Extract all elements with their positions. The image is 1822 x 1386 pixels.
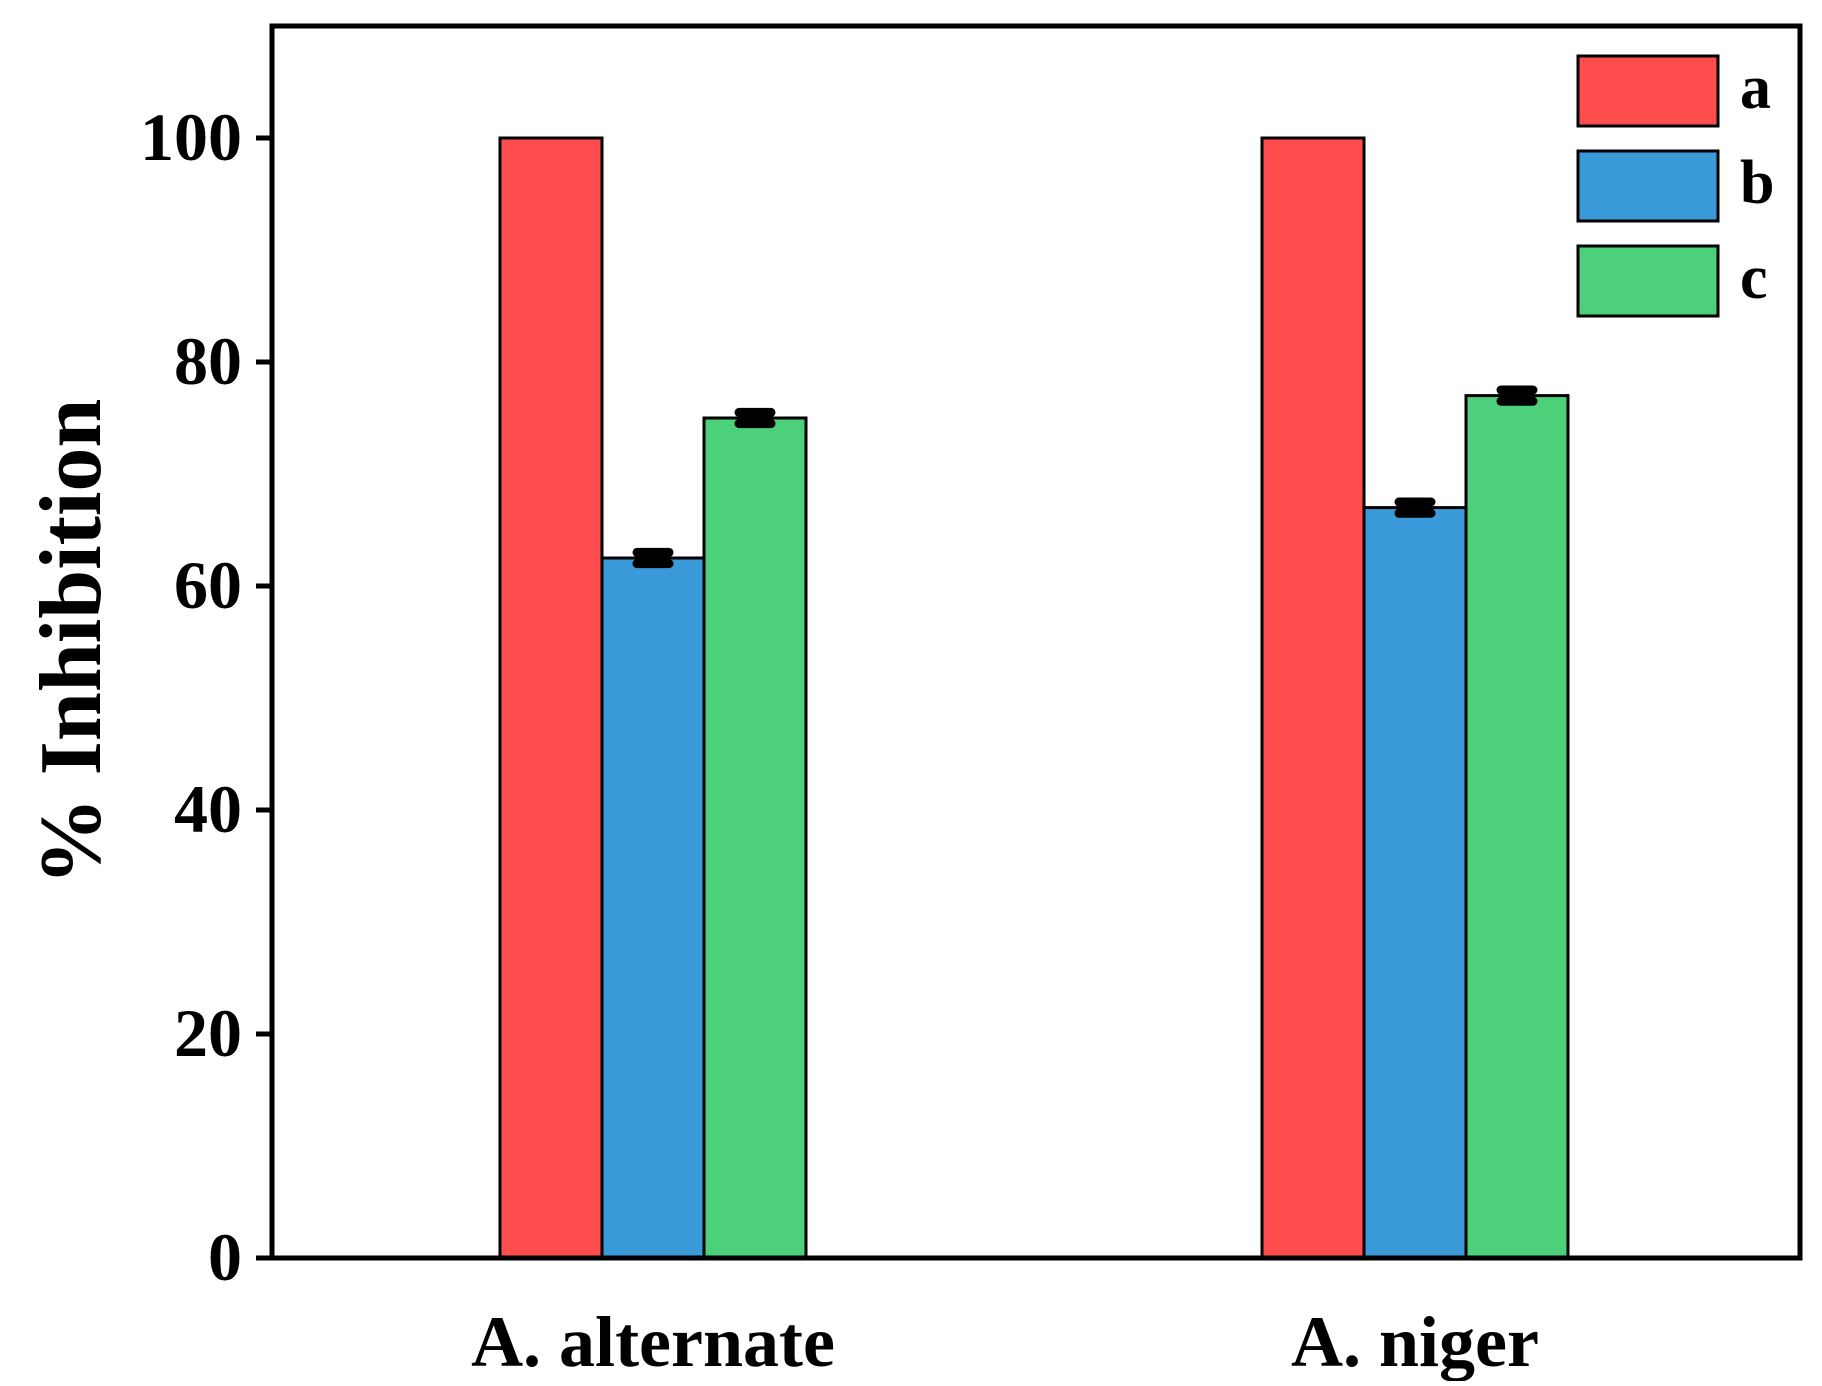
x-tick-label-1: A. alternate [471,1302,835,1381]
y-tick-label-80: 80 [174,323,242,399]
legend-swatch-a [1576,54,1720,128]
y-tick-label-20: 20 [174,995,242,1071]
bar-b-2 [1362,506,1468,1260]
plot-frame [269,23,1803,1261]
y-tick-label-100: 100 [140,99,242,175]
axes-layer: A. alternate A. niger 0 20 40 60 80 100 [140,23,1803,1382]
legend-swatch-b [1576,149,1720,223]
legend-label-a: a [1740,54,1771,122]
bars-layer [498,136,1570,1260]
bar-c-1 [702,416,808,1260]
y-tick-label-60: 60 [174,547,242,623]
x-tick-label-2: A. niger [1291,1302,1539,1381]
legend-swatch-c [1576,244,1720,318]
bar-a-2 [1260,136,1366,1260]
legend: abc [1576,54,1774,318]
y-tick-label-40: 40 [174,771,242,847]
bar-b-1 [600,556,706,1260]
y-axis-label: % Inhibition [23,399,120,886]
legend-label-c: c [1740,244,1768,312]
bar-c-2 [1464,394,1570,1260]
bar-a-1 [498,136,604,1260]
legend-label-b: b [1740,149,1774,217]
y-tick-label-0: 0 [208,1219,242,1295]
